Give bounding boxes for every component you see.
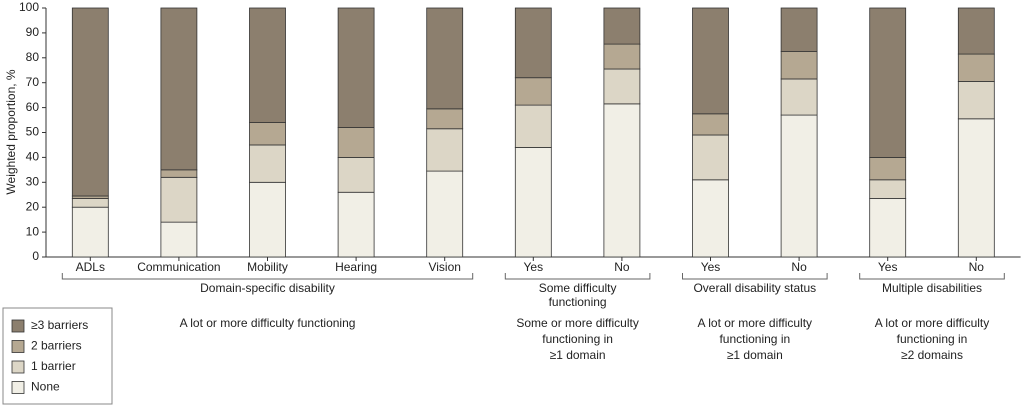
y-tick-label: 60 <box>26 100 40 114</box>
bar-segment <box>603 7 641 45</box>
bar-segment <box>71 198 109 208</box>
bar-segment <box>249 122 286 146</box>
group-note: Some or more difficulty <box>516 316 639 330</box>
legend-swatch <box>11 360 25 374</box>
group-bracket <box>504 273 651 280</box>
legend-label: 2 barriers <box>31 339 82 353</box>
bar-segment <box>337 191 375 258</box>
group-label: functioning <box>549 295 607 309</box>
x-tick-label: Hearing <box>335 260 377 274</box>
bar-segment <box>692 134 729 181</box>
bar-segment <box>957 118 995 258</box>
bar-segment <box>249 7 286 123</box>
y-tick-label: 40 <box>26 150 40 164</box>
bar-segment <box>426 170 464 258</box>
x-tick-label: No <box>969 260 985 274</box>
y-tick-label: 10 <box>26 224 40 238</box>
group-note: A lot or more difficulty functioning <box>180 316 356 330</box>
bar-segment <box>869 7 907 158</box>
x-tick-label: No <box>614 260 630 274</box>
bar-segment <box>249 181 286 258</box>
bar-segment <box>869 156 907 181</box>
bar-segment <box>337 7 375 128</box>
bar-segment <box>426 128 464 172</box>
group-note: A lot or more difficulty <box>875 316 990 330</box>
group-note: functioning in <box>542 332 613 346</box>
bar-segment <box>160 176 198 223</box>
bar-segment <box>514 7 552 79</box>
bar-segment <box>780 78 818 116</box>
x-tick-label: Yes <box>524 260 544 274</box>
y-tick-label: 30 <box>26 174 40 188</box>
x-tick-label: Yes <box>701 260 721 274</box>
bar-segment <box>780 51 818 80</box>
group-label: Overall disability status <box>693 281 816 295</box>
x-tick-label: Yes <box>878 260 898 274</box>
legend-box <box>2 307 113 405</box>
bar-segment <box>692 179 729 258</box>
x-tick-label: ADLs <box>76 260 105 274</box>
bar-segment <box>780 7 818 52</box>
x-tick-label: Mobility <box>247 260 288 274</box>
bar-segment <box>603 68 641 105</box>
y-tick-label: 100 <box>19 0 39 14</box>
x-tick-label: Communication <box>137 260 220 274</box>
group-label: Multiple disabilities <box>882 281 982 295</box>
group-note: functioning in <box>897 332 968 346</box>
bar-segment <box>603 43 641 70</box>
y-tick-label: 0 <box>32 249 39 263</box>
bar-segment <box>337 127 375 158</box>
y-tick-label: 70 <box>26 75 40 89</box>
bar-segment <box>71 206 109 258</box>
group-label: Domain-specific disability <box>200 281 335 295</box>
group-label: Some difficulty <box>539 281 617 295</box>
bar-segment <box>160 169 198 178</box>
y-tick-label: 50 <box>26 125 40 139</box>
x-tick-label: Vision <box>428 260 460 274</box>
bar-segment <box>160 221 198 258</box>
bar-segment <box>957 7 995 55</box>
legend-swatch <box>11 319 25 333</box>
x-tick-label: No <box>791 260 807 274</box>
group-note: ≥2 domains <box>901 348 963 362</box>
bar-segment <box>603 103 641 258</box>
bar-segment <box>692 113 729 136</box>
group-note: functioning in <box>719 332 790 346</box>
bar-segment <box>337 156 375 193</box>
bar-segment <box>692 7 729 115</box>
y-tick-label: 80 <box>26 50 40 64</box>
y-tick-label: 90 <box>26 25 40 39</box>
bar-segment <box>514 77 552 106</box>
y-axis-label: Weighted proportion, % <box>4 69 18 195</box>
y-tick-label: 20 <box>26 199 40 213</box>
legend-label: None <box>31 380 60 394</box>
group-bracket <box>859 273 1005 280</box>
group-bracket <box>61 273 474 280</box>
group-note: ≥1 domain <box>550 348 606 362</box>
group-bracket <box>682 273 828 280</box>
legend-swatch <box>11 381 25 394</box>
bar-segment <box>957 81 995 120</box>
bar-segment <box>514 104 552 148</box>
bar-segment <box>160 7 198 171</box>
bar-segment <box>426 108 464 130</box>
bar-segment <box>869 179 907 199</box>
bar-segment <box>514 147 552 258</box>
bar-segment <box>869 198 907 258</box>
bar-segment <box>957 53 995 82</box>
bar-segment <box>71 7 109 197</box>
bar-segment <box>780 114 818 258</box>
group-note: A lot or more difficulty <box>698 316 813 330</box>
bar-segment <box>249 144 286 183</box>
legend-swatch <box>11 340 25 353</box>
legend-label: 1 barrier <box>31 359 76 373</box>
legend-label: ≥3 barriers <box>31 318 88 332</box>
bar-segment <box>426 7 464 110</box>
group-note: ≥1 domain <box>727 348 783 362</box>
